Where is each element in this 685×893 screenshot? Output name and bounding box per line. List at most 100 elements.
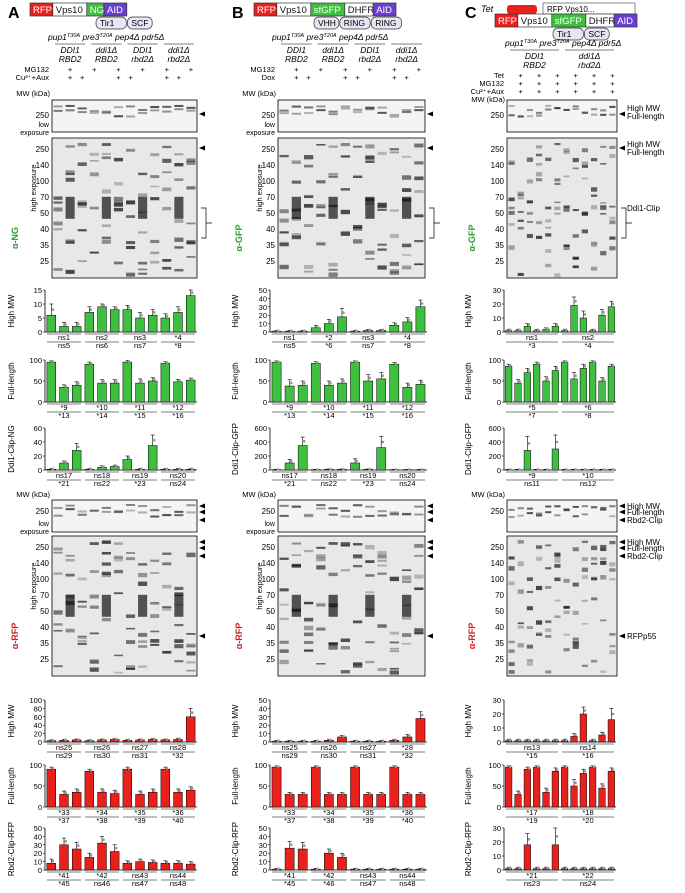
blot-band	[389, 667, 399, 670]
chart-bar	[160, 863, 171, 871]
chart-bar	[561, 766, 569, 808]
blot-band	[536, 512, 543, 515]
blot-band	[517, 115, 524, 118]
blot-band	[89, 509, 99, 512]
blot-band	[138, 511, 148, 514]
stat-label: ns29	[56, 751, 72, 760]
stat-label: ns19	[360, 471, 376, 480]
blot-band	[126, 552, 136, 554]
blot-band	[581, 599, 588, 602]
treatment-sign: +	[610, 71, 615, 80]
chart-bar	[376, 330, 387, 333]
chart-bar	[297, 794, 308, 808]
blot-band	[340, 105, 350, 108]
blot-band	[126, 665, 136, 670]
stat-label: *4	[404, 333, 411, 342]
stat-label: *36	[172, 808, 183, 817]
blot-band	[162, 105, 172, 108]
mw-tick: 70	[40, 193, 49, 202]
blot-band	[402, 175, 412, 180]
chart-point	[276, 867, 280, 871]
treatment-sign: +	[140, 65, 145, 74]
blot-band	[536, 111, 543, 114]
blot-band	[508, 245, 515, 250]
blot-band	[402, 580, 412, 583]
chart-bar	[415, 718, 426, 743]
mw-tick: 35	[495, 241, 504, 250]
blot-band	[126, 200, 136, 205]
blot-high-exposure	[277, 137, 426, 279]
chart-point	[602, 468, 605, 471]
blot-band	[89, 594, 99, 599]
treatment-sign: +	[555, 87, 560, 96]
blot-band	[591, 562, 598, 565]
construct-label: RFP	[498, 16, 517, 27]
chart-point	[574, 781, 577, 785]
blot-band	[53, 665, 63, 668]
mw-tick: 100	[491, 575, 505, 584]
blot-band	[554, 505, 561, 508]
construct-extra-label: SCF	[588, 29, 605, 39]
blot-band	[150, 509, 160, 512]
blot-band	[77, 142, 87, 147]
mw-tick: 50	[40, 607, 49, 616]
blot-band	[572, 256, 579, 260]
stat-label: ns6	[96, 341, 108, 350]
treatment-sign: +	[537, 71, 542, 80]
chart-point	[152, 438, 156, 442]
stat-label: *12	[172, 403, 183, 412]
stat-label: ns2	[582, 333, 594, 342]
chart-tick-label: 600	[488, 424, 501, 433]
chart-bar	[523, 372, 531, 403]
chart-point	[381, 867, 385, 871]
chart-point	[302, 844, 306, 848]
blot-band	[402, 188, 412, 192]
chart-point	[611, 866, 615, 870]
chart-point	[342, 379, 345, 383]
blot-band	[517, 115, 524, 118]
blot-band	[340, 231, 350, 236]
construct-extra-box	[95, 16, 127, 30]
blot-band	[162, 552, 172, 555]
blot-band	[563, 148, 570, 153]
stat-label: ns27	[132, 743, 148, 752]
chart-ylabel: High MW	[464, 294, 473, 327]
group-label: rbd2Δ	[359, 54, 382, 64]
antibody-label: α-NG	[10, 227, 20, 249]
band-label: Full-length	[627, 148, 664, 157]
blot-band	[101, 617, 111, 622]
stat-label: *34	[323, 808, 334, 817]
blot-band	[554, 178, 561, 182]
treatment-label: Tet	[494, 71, 505, 80]
construct-extra-box	[584, 27, 610, 41]
blot-high-exposure	[506, 137, 618, 279]
chart-point	[51, 859, 55, 863]
chart-tick-label: 0	[263, 398, 267, 407]
strain-part: pre3	[304, 32, 324, 42]
mw-tick: 25	[266, 257, 275, 266]
blot-band	[113, 207, 123, 212]
chart-point	[152, 311, 156, 314]
chart-tick-label: 0	[263, 803, 267, 812]
blot-band	[150, 175, 160, 179]
mw-tick: 70	[495, 193, 504, 202]
blot-band	[414, 161, 424, 165]
blot-band	[65, 554, 75, 557]
blot-band	[402, 594, 412, 617]
blot-band	[365, 560, 375, 564]
chart-bar	[135, 382, 145, 403]
chart-bar	[71, 326, 82, 333]
mw-tick: 250	[36, 507, 50, 516]
chart-point	[190, 861, 194, 865]
blot-band	[77, 635, 87, 638]
chart-bar	[523, 326, 531, 333]
blot-band	[162, 171, 172, 174]
chart-point	[564, 866, 568, 870]
treatment-sign: +	[92, 65, 97, 74]
chart-tick-label: 10	[34, 858, 42, 867]
blot-band	[101, 110, 111, 113]
chart-point	[527, 738, 531, 742]
blot-band	[279, 588, 289, 592]
chart-tick-label: 40	[259, 832, 267, 841]
treatment-sign: +	[116, 65, 121, 74]
